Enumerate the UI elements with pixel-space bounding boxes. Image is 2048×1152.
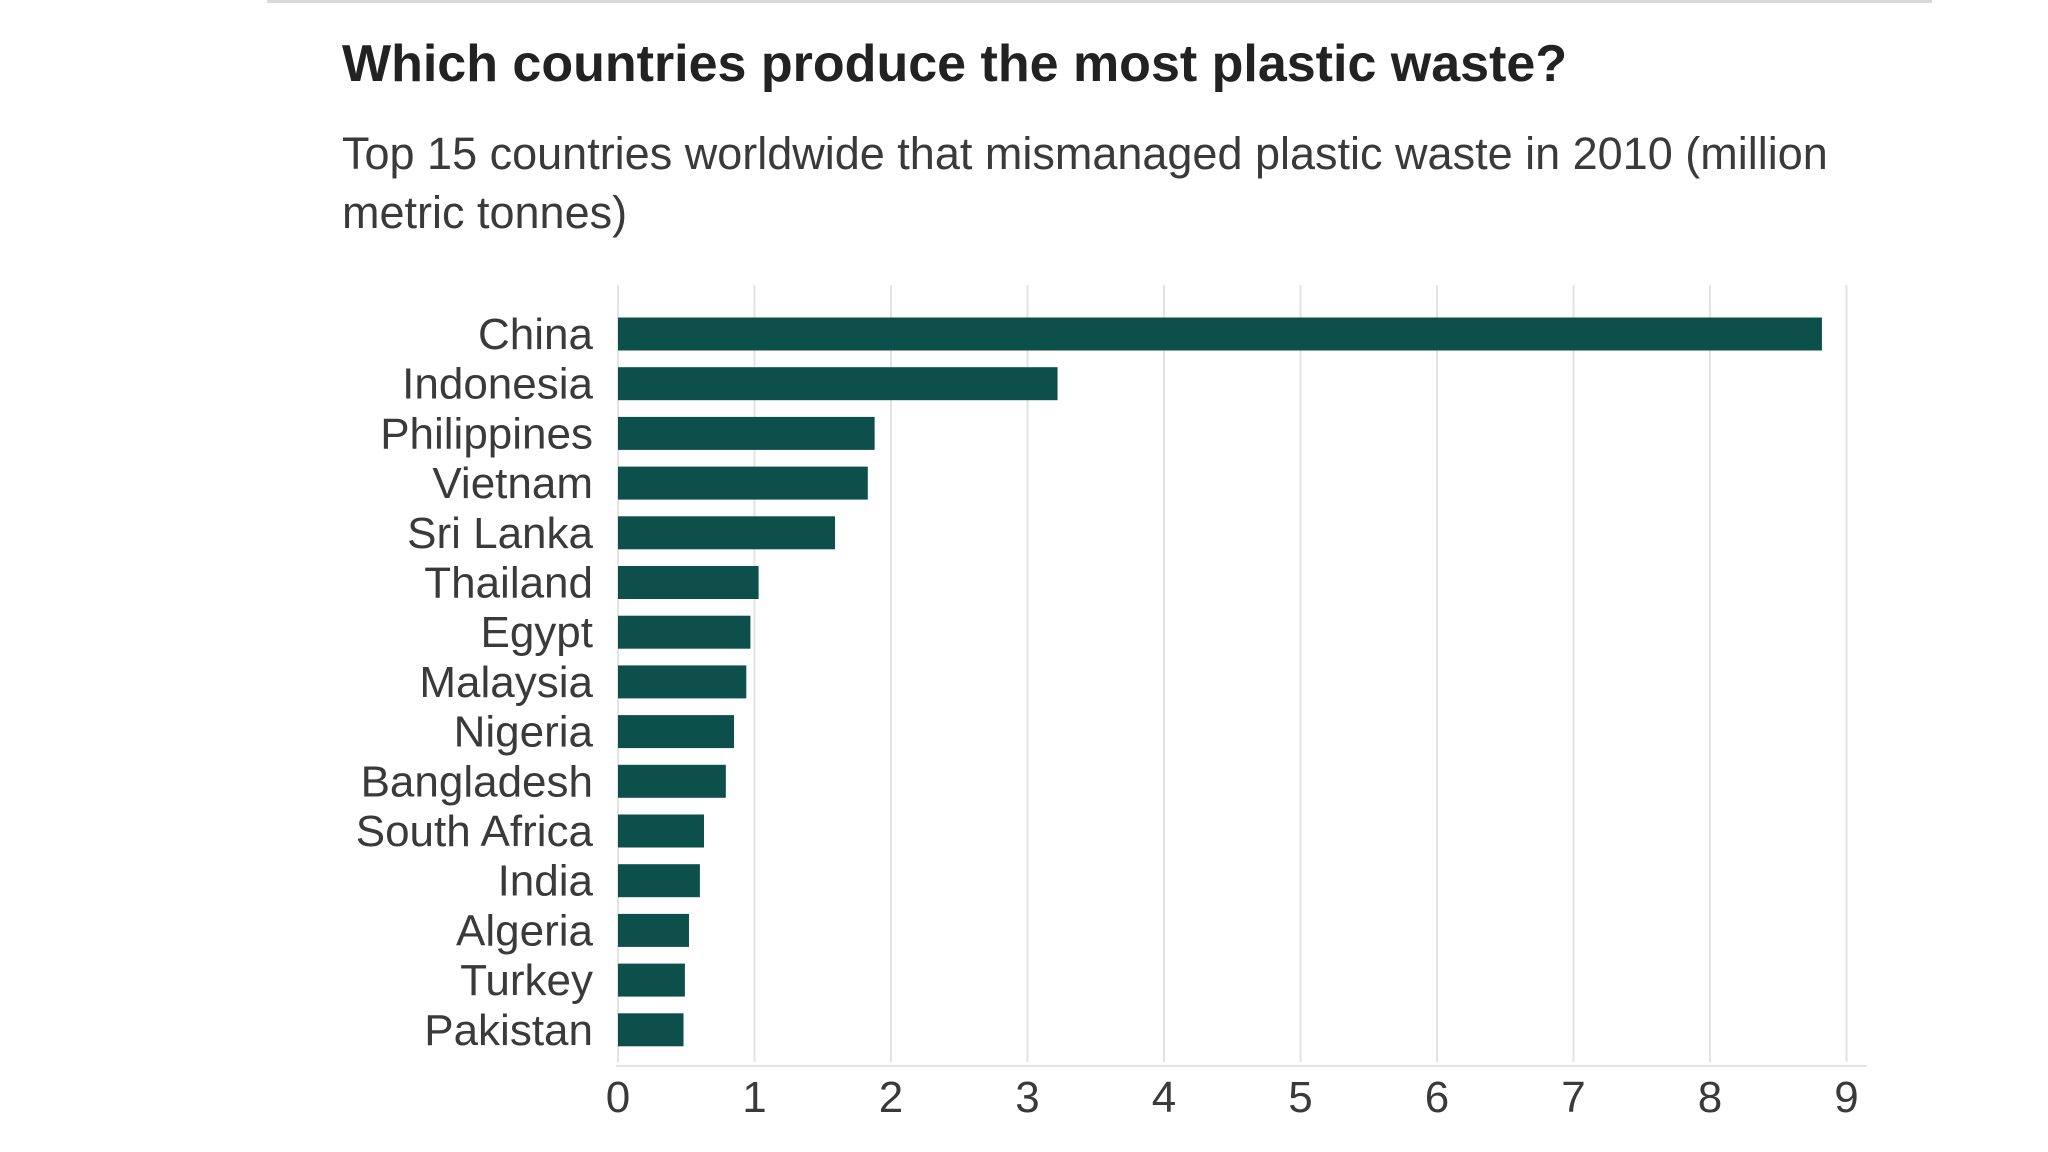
bar-china [618,317,1822,351]
x-tick-label: 5 [1288,1073,1312,1122]
bar-thailand [618,566,759,599]
x-tick-label: 6 [1425,1073,1449,1122]
bar-turkey [618,963,685,997]
x-tick-label: 7 [1561,1073,1585,1122]
bar-vietnam [618,466,868,500]
bar-south-africa [618,814,704,848]
x-tick-label: 4 [1152,1073,1176,1122]
category-label: India [498,857,594,906]
bar-sri-lanka [618,516,836,550]
bar-pakistan [618,1013,684,1047]
category-label: Indonesia [402,360,593,409]
category-label: South Africa [356,807,594,856]
category-label: Egypt [480,608,593,657]
x-tick-label: 8 [1698,1073,1722,1122]
bar-egypt [618,615,751,649]
bar-india [618,864,700,898]
bar-indonesia [618,367,1058,401]
category-label: Bangladesh [361,757,593,806]
bar-algeria [618,913,689,947]
x-tick-label: 2 [879,1073,903,1122]
bar-malaysia [618,665,747,699]
bars [618,317,1822,1047]
x-tick-label: 9 [1834,1073,1858,1122]
chart-subtitle: Top 15 countries worldwide that mismanag… [342,128,1828,238]
category-label: Philippines [380,409,593,458]
category-label: Pakistan [424,1006,593,1055]
bar-nigeria [618,715,735,749]
bar-philippines [618,416,875,450]
grid-lines [616,285,1867,1067]
category-label: Thailand [424,559,593,608]
category-label: Nigeria [454,708,594,757]
category-label: Vietnam [432,459,593,508]
category-label: Algeria [456,906,593,955]
x-tick-label: 3 [1015,1073,1039,1122]
category-label: Turkey [460,956,593,1005]
x-tick-label: 1 [742,1073,766,1122]
category-label: Malaysia [419,658,593,707]
category-label: China [478,310,593,359]
category-label: Sri Lanka [407,509,593,558]
bar-bangladesh [618,764,726,798]
top-divider [267,0,1932,3]
chart-title: Which countries produce the most plastic… [342,35,1568,93]
x-axis-tick-labels: 0 1 2 3 4 5 6 7 8 9 [606,1073,1859,1122]
x-tick-label: 0 [606,1073,630,1122]
